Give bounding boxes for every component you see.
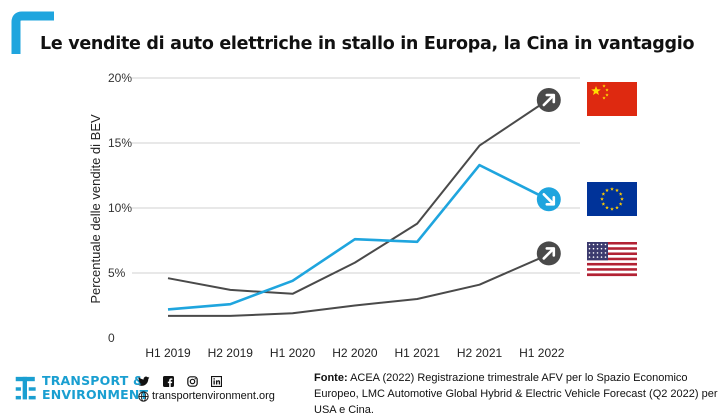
brand-line-2: ENVIRONMENT	[42, 387, 149, 402]
website-text: transportenvironment.org	[152, 390, 275, 402]
x-tick-label: H1 2019	[145, 346, 191, 360]
up-right-arrow-icon	[536, 88, 561, 112]
series-lines	[167, 103, 543, 317]
corner-bracket-logo	[11, 11, 54, 54]
usa-flag	[587, 242, 637, 277]
y-tick-label: 5%	[108, 266, 126, 280]
china-flag	[587, 82, 637, 116]
globe-icon	[138, 390, 149, 402]
series-markers	[536, 82, 637, 277]
down-right-arrow-icon	[536, 187, 561, 212]
instagram-icon[interactable]	[186, 375, 198, 387]
x-tick-label: H1 2021	[395, 346, 441, 360]
y-tick-label: 10%	[108, 201, 132, 215]
twitter-icon[interactable]	[138, 375, 150, 387]
x-tick-label: H1 2020	[270, 346, 316, 360]
te-logo-icon	[15, 376, 36, 400]
y-axis-label: Percentuale delle vendite di BEV	[88, 114, 103, 304]
x-tick-labels: H1 2019 H2 2019 H1 2020 H2 2020 H1 2021 H2 20…	[145, 346, 564, 360]
brand-line-1: TRANSPORT &	[42, 373, 145, 388]
y-tick-label: 0	[108, 331, 115, 345]
x-tick-label: H2 2019	[208, 346, 254, 360]
up-right-arrow-icon	[536, 241, 561, 266]
social-links	[138, 375, 222, 387]
x-tick-label: H2 2021	[457, 346, 503, 360]
grid-lines	[132, 77, 580, 274]
x-tick-label: H2 2020	[332, 346, 378, 360]
website-link[interactable]: transportenvironment.org	[138, 390, 275, 402]
y-tick-label: 20%	[108, 71, 132, 85]
source-label: Fonte:	[314, 372, 348, 384]
brand-name: TRANSPORT & ENVIRONMENT	[42, 374, 148, 402]
source-text: ACEA (2022) Registrazione trimestrale AF…	[314, 372, 718, 416]
series-line-china	[167, 103, 543, 295]
source-note: Fonte: ACEA (2022) Registrazione trimest…	[314, 370, 722, 418]
eu-flag	[587, 182, 637, 216]
chart-title: Le vendite di auto elettriche in stallo …	[40, 34, 695, 54]
y-tick-label: 15%	[108, 136, 132, 150]
y-tick-labels: 0 5% 10% 15% 20%	[108, 71, 132, 345]
series-line-europe	[167, 163, 543, 311]
facebook-icon[interactable]	[162, 375, 174, 387]
linkedin-icon[interactable]	[210, 375, 222, 387]
series-line-usa	[168, 256, 543, 317]
x-tick-label: H1 2022	[519, 346, 565, 360]
